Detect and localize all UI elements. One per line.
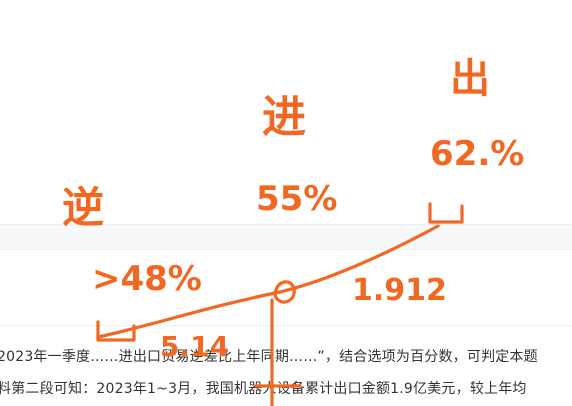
annotation-circle bbox=[273, 280, 296, 304]
annotation-jin: 进 bbox=[262, 92, 306, 143]
section-band bbox=[0, 224, 572, 250]
annotation-value-right: 1.912 bbox=[352, 273, 447, 308]
annotation-chu: 出 bbox=[450, 56, 490, 102]
annotation-value-left: 5.14 bbox=[160, 330, 229, 363]
document-text-line-2: 料第二段可知：2023年1~3月，我国机器人设备累计出口金额1.9亿美元，较上年… bbox=[0, 381, 527, 397]
annotation-line bbox=[96, 224, 440, 339]
annotation-bracket-left bbox=[96, 320, 136, 342]
annotation-ni-percent: >48% bbox=[92, 259, 202, 299]
annotation-chu-percent: 62.% bbox=[430, 134, 524, 174]
document-text-line-1: 2023年一季度……进出口贸易逆差比上年同期……”，结合选项为百分数，可判定本题 bbox=[0, 349, 538, 365]
annotation-jin-percent: 55% bbox=[256, 179, 337, 219]
annotation-ni: 逆 bbox=[62, 183, 104, 232]
annotation-bracket-right bbox=[428, 202, 464, 224]
divider bbox=[0, 325, 572, 326]
